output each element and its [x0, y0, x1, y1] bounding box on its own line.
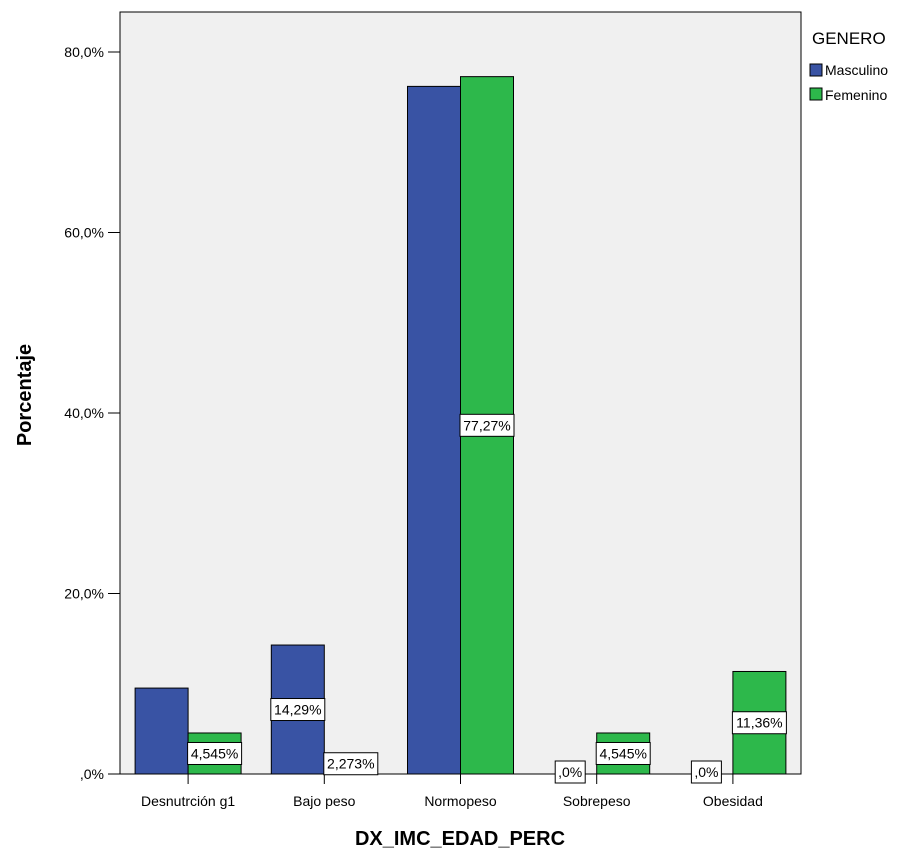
y-tick-label: 40,0% — [64, 405, 104, 421]
x-axis: Desnutrción g1 Bajo peso Normopeso Sobrepes… — [141, 774, 763, 809]
x-tick-label: Sobrepeso — [563, 793, 631, 809]
bar — [407, 85, 461, 775]
data-label-text: 4,545% — [191, 745, 238, 761]
data-label: 2,273% — [323, 752, 379, 776]
data-label-text: 14,29% — [274, 702, 321, 718]
data-label-box — [690, 760, 722, 784]
data-label: 11,36% — [731, 711, 787, 735]
y-tick-label: 20,0% — [64, 586, 104, 602]
x-axis-title: DX_IMC_EDAD_PERC — [355, 828, 565, 850]
x-tick-label: Obesidad — [703, 793, 763, 809]
y-axis: ,0% 20,0% 40,0% 60,0% 80,0% — [64, 44, 120, 782]
data-label-text: 77,27% — [463, 417, 510, 433]
data-label: ,0% — [554, 760, 586, 784]
data-labels: 4,545% 14,29% 2,273% 77,27% ,0% 4,545% ,0% 11,3… — [187, 413, 787, 784]
legend-swatch-masculino — [809, 63, 823, 77]
y-tick-label: 60,0% — [64, 225, 104, 241]
data-label-box — [595, 741, 651, 765]
bar — [134, 687, 189, 775]
data-label: 4,545% — [595, 741, 651, 765]
y-axis-title: Porcentaje — [14, 344, 36, 446]
data-label: 77,27% — [459, 413, 515, 437]
x-tick-label: Normopeso — [424, 793, 497, 809]
data-label-text: ,0% — [558, 764, 582, 780]
legend-label-femenino: Femenino — [825, 87, 887, 103]
y-tick-label: ,0% — [80, 766, 104, 782]
data-label: ,0% — [690, 760, 722, 784]
legend-label-masculino: Masculino — [825, 62, 888, 78]
data-label-box — [731, 711, 787, 735]
legend: GENERO Masculino Femenino — [809, 29, 888, 103]
y-tick-label: 80,0% — [64, 44, 104, 60]
x-tick-label: Bajo peso — [293, 793, 355, 809]
data-label-box — [459, 413, 515, 437]
data-label-box — [554, 760, 586, 784]
data-label: 14,29% — [270, 698, 326, 722]
data-label-box — [323, 752, 379, 776]
data-label-text: 4,545% — [599, 745, 646, 761]
data-label-text: 2,273% — [327, 756, 374, 772]
x-tick-label: Desnutrción g1 — [141, 793, 235, 809]
legend-title: GENERO — [812, 29, 886, 48]
data-label-text: 11,36% — [736, 715, 782, 731]
data-label-box — [270, 698, 326, 722]
data-label-box — [187, 741, 243, 765]
legend-swatch-femenino — [809, 87, 823, 101]
data-label-text: ,0% — [694, 764, 718, 780]
data-label: 4,545% — [187, 741, 243, 765]
